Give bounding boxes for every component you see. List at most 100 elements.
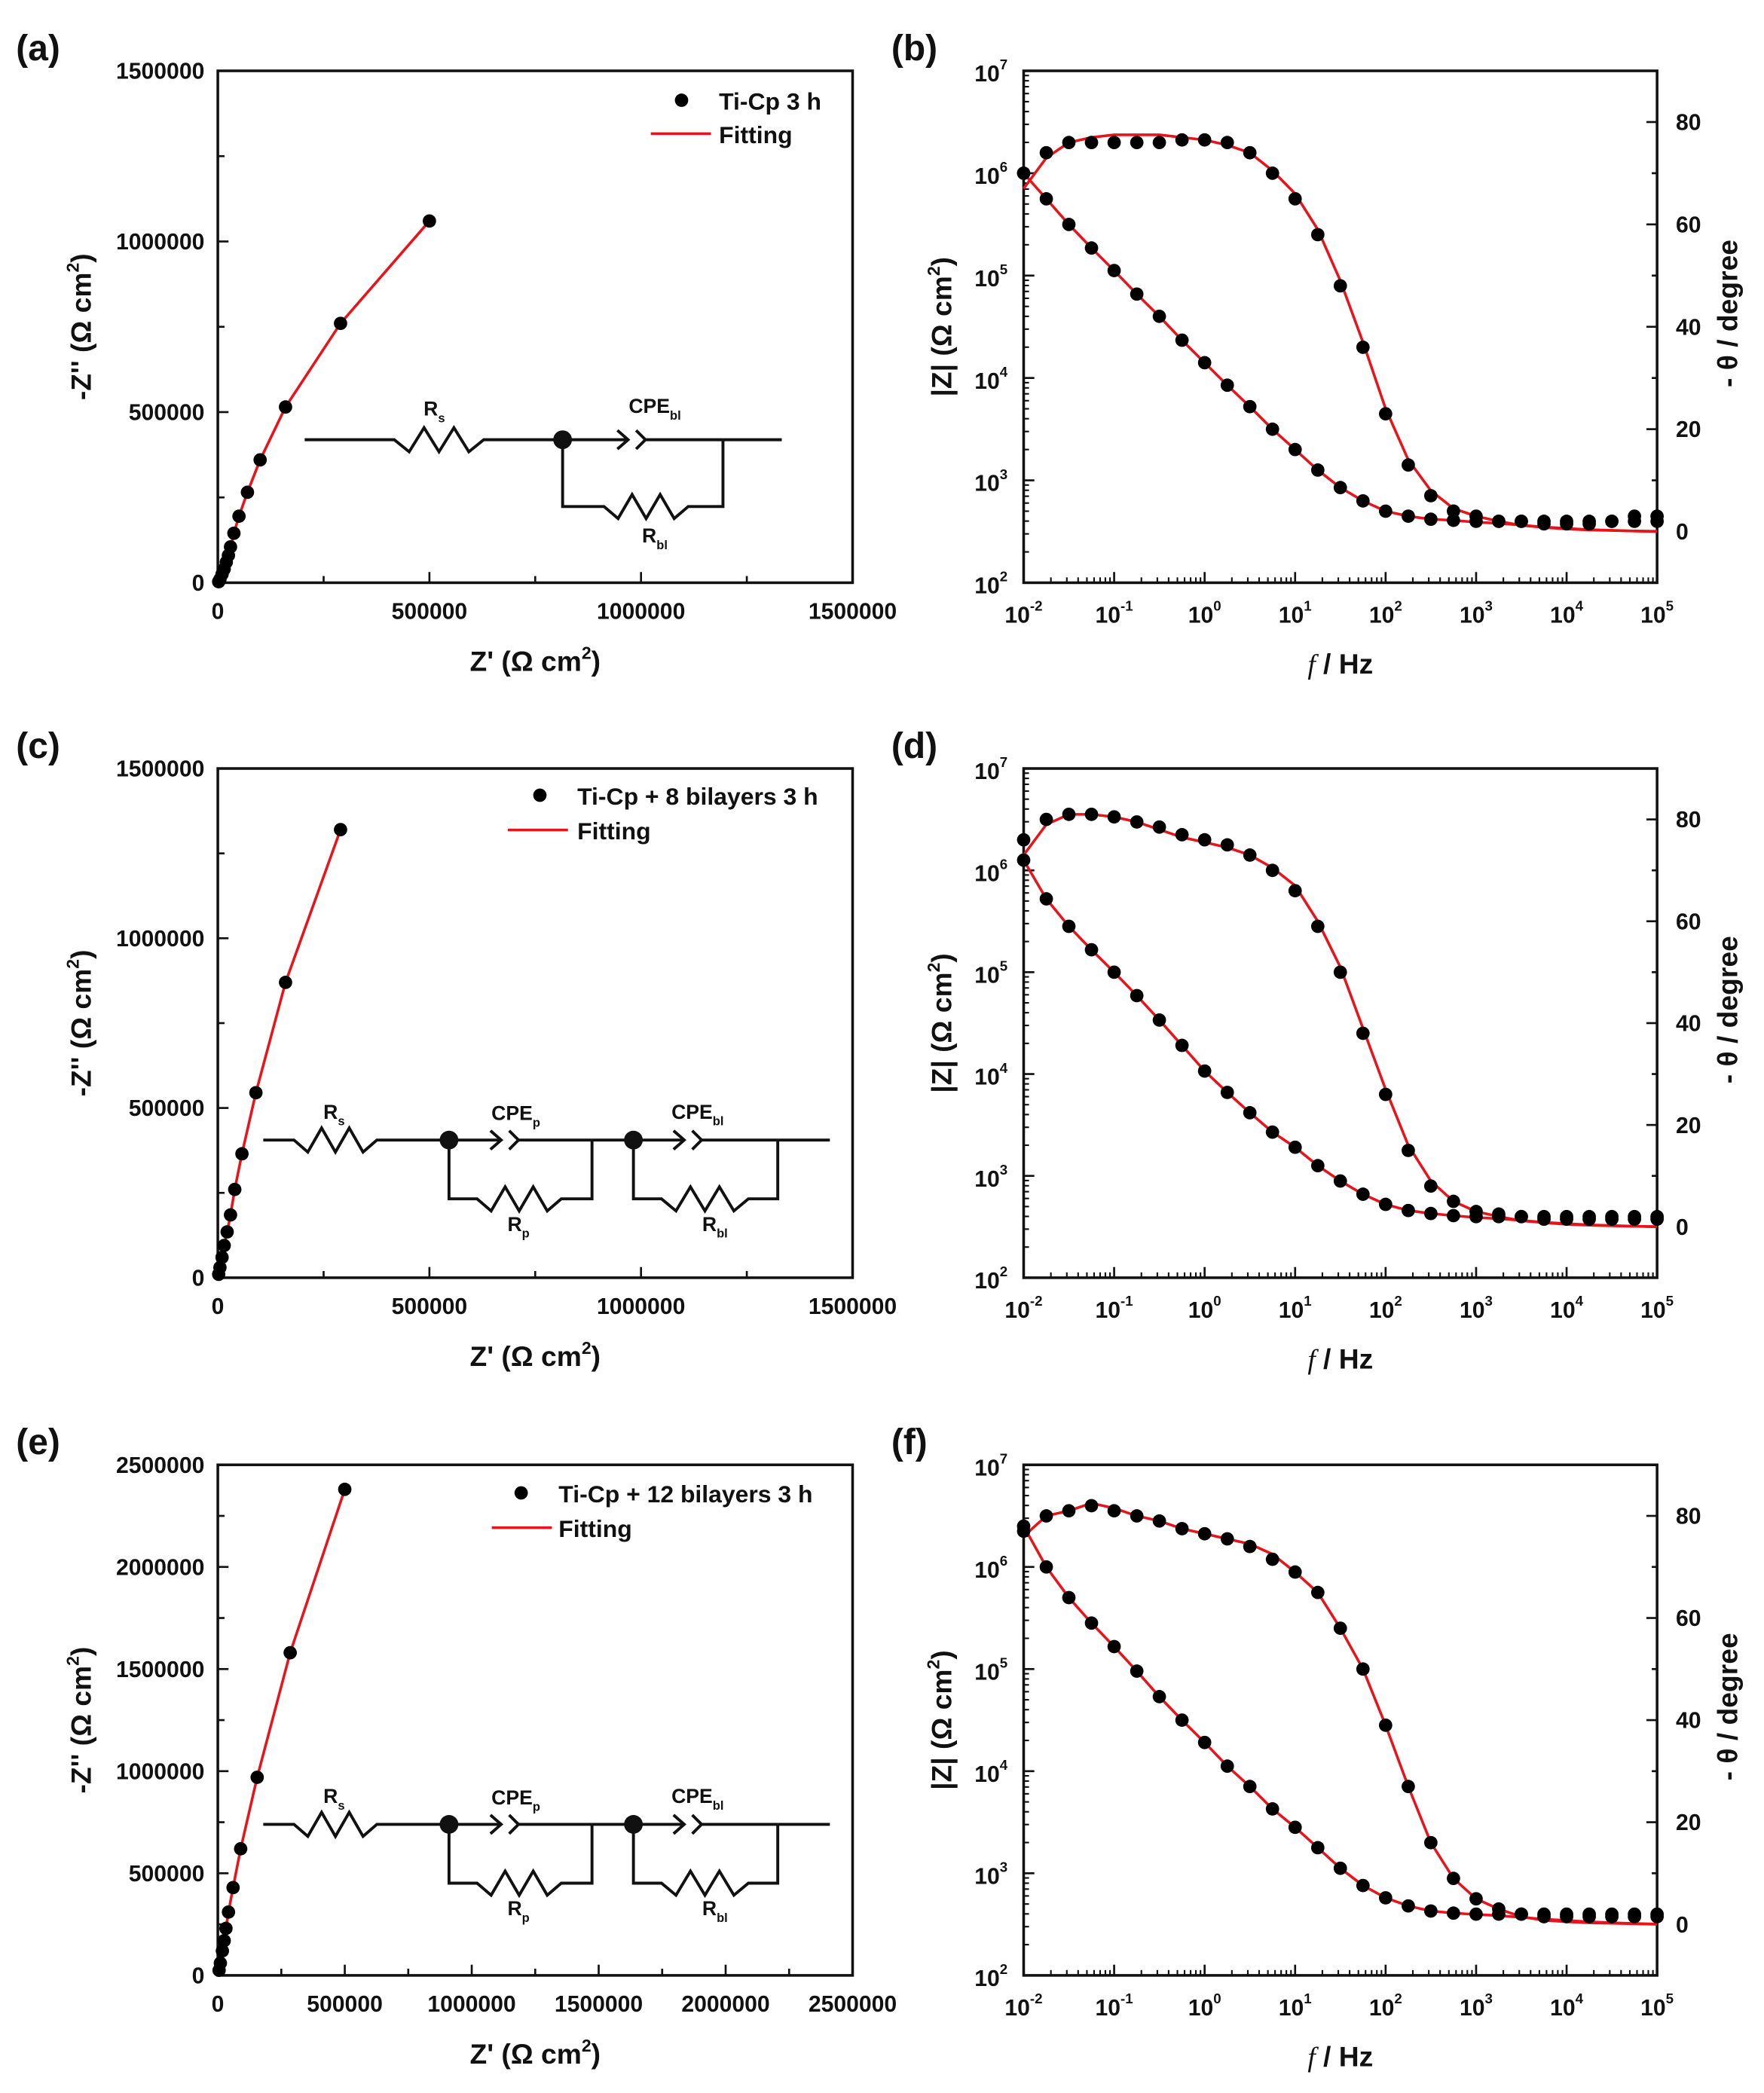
x-tick-label-part: 1 xyxy=(1304,1293,1311,1309)
x-tick-label-part: 10 xyxy=(1096,1996,1121,2021)
phase-data-point xyxy=(1039,812,1053,827)
equivalent-circuit xyxy=(263,1125,830,1215)
x-tick-label-part: 10 xyxy=(1004,603,1030,628)
cpe-plate-right xyxy=(691,1813,704,1835)
x-tick-label-part: 2 xyxy=(1394,598,1402,614)
phase-data-point xyxy=(1310,228,1325,242)
y-axis-label-part: -Z'' (Ω cm xyxy=(66,969,97,1097)
x-tick-label: 10-1 xyxy=(1096,598,1133,628)
x-axis-label-part: 2 xyxy=(582,1338,592,1358)
impedance-data-point xyxy=(1310,1841,1325,1855)
impedance-data-point xyxy=(1220,1086,1234,1099)
y-tick-label-right: 0 xyxy=(1676,1215,1689,1240)
x-tick-label: 105 xyxy=(1640,1293,1674,1323)
data-point xyxy=(240,485,255,500)
panel-f xyxy=(1017,1463,1664,1977)
phase-data-point xyxy=(1515,515,1528,528)
label-r-bl-part: bl xyxy=(717,1227,728,1241)
impedance-data-point xyxy=(1447,513,1460,527)
phase-data-point xyxy=(1423,1835,1438,1850)
x-tick-label-part: 0 xyxy=(1213,598,1221,614)
impedance-data-point xyxy=(1107,1639,1121,1654)
x-tick-label: 10-2 xyxy=(1004,1991,1042,2021)
impedance-data-point xyxy=(1378,1197,1393,1211)
x-tick-label: 2000000 xyxy=(681,1992,769,2017)
y-tick-label: 1500000 xyxy=(116,757,204,782)
impedance-data-point xyxy=(1130,1664,1144,1678)
y-tick-label-left-part: 10 xyxy=(974,164,1000,189)
data-point xyxy=(279,976,292,989)
x-tick-label-part: 1 xyxy=(1304,598,1311,614)
x-tick-label-part: 10 xyxy=(1369,1298,1395,1323)
x-tick-label-part: 10 xyxy=(1369,1996,1395,2021)
label-rs-part: R xyxy=(323,1101,338,1123)
y-tick-label-left-part: 4 xyxy=(1000,1060,1008,1076)
impedance-data-point xyxy=(1152,1690,1166,1703)
label-r-p-part: R xyxy=(507,1897,521,1920)
y-tick-label-left-part: 10 xyxy=(974,1966,1000,1991)
x-tick-label: 1000000 xyxy=(597,1294,685,1319)
y-tick-label-left-part: 3 xyxy=(1000,466,1007,482)
y-tick-label: 0 xyxy=(192,571,205,596)
y-axis-label-left-part: |Z| (Ω cm xyxy=(926,276,958,396)
y-tick-label-left-part: 10 xyxy=(974,472,1000,497)
phase-data-point xyxy=(1402,1144,1415,1157)
panel-label: (e) xyxy=(16,1422,60,1462)
data-point xyxy=(338,1482,352,1496)
x-tick-label-part: 1000000 xyxy=(597,1294,685,1319)
y-tick-label-left: 104 xyxy=(974,364,1008,394)
label-cpe-p: CPEp xyxy=(491,1102,540,1130)
y-tick-label-left-part: 7 xyxy=(1000,57,1007,72)
impedance-data-point xyxy=(1197,356,1212,370)
y-tick-label-left-part: 2 xyxy=(1000,1961,1007,1977)
panel-label: (c) xyxy=(16,726,60,766)
y-tick-label-part: 1500000 xyxy=(116,60,204,84)
y-tick-label-part: 500000 xyxy=(129,401,205,426)
y-axis-label-part: -Z'' (Ω cm xyxy=(66,273,97,401)
y-tick-label-left-part: 10 xyxy=(974,267,1000,292)
impedance-data-point xyxy=(1356,1187,1370,1201)
x-tick-label: 104 xyxy=(1550,1991,1584,2021)
plot-frame xyxy=(1022,69,1659,585)
phase-data-point xyxy=(1220,838,1234,852)
y-tick-label: 2500000 xyxy=(116,1453,204,1478)
label-cpe-bl-part: bl xyxy=(713,1799,724,1813)
phase-data-point xyxy=(1062,807,1076,821)
x-tick-label-part: 1 xyxy=(1304,1991,1311,2006)
phase-data-point xyxy=(1107,136,1121,150)
phase-data-point xyxy=(1356,341,1370,354)
legend-label-data-part: Ti-Cp + 8 bilayers 3 h xyxy=(577,783,818,810)
phase-data-point xyxy=(1039,1509,1053,1523)
impedance-data-point xyxy=(1084,1616,1099,1630)
phase-data-point xyxy=(1423,1179,1438,1193)
phase-data-point xyxy=(1560,1212,1573,1227)
phase-fit-line xyxy=(1023,133,1658,533)
impedance-data-point xyxy=(1175,333,1189,347)
y-axis-label-left-part: 2 xyxy=(924,963,943,973)
phase-data-point xyxy=(1447,1194,1460,1208)
data-point xyxy=(334,316,347,331)
phase-data-point xyxy=(1378,1718,1393,1732)
x-tick-label-part: 3 xyxy=(1485,1991,1493,2006)
phase-data-point xyxy=(1175,1522,1189,1535)
y-tick-label-left: 106 xyxy=(974,1553,1007,1583)
phase-data-point xyxy=(1560,517,1573,531)
legend-marker xyxy=(533,788,547,802)
phase-fit-line xyxy=(1023,813,1658,1229)
label-rs: Rs xyxy=(323,1101,344,1129)
y-tick-label-right-part: 20 xyxy=(1676,1114,1701,1138)
label-r-p: Rp xyxy=(507,1213,529,1241)
phase-data-point xyxy=(1469,509,1483,523)
phase-data-point xyxy=(1402,1780,1415,1794)
label-r-p-part: p xyxy=(522,1911,530,1925)
equivalent-circuit xyxy=(263,1809,830,1899)
data-point xyxy=(217,1239,231,1252)
y-tick-label-left-part: 4 xyxy=(1000,1757,1008,1773)
impedance-data-point xyxy=(1152,1013,1166,1027)
panel-label: (b) xyxy=(891,29,937,69)
label-r-bl: Rbl xyxy=(702,1897,728,1925)
y-tick-label-right-part: 20 xyxy=(1676,1810,1701,1835)
impedance-fit-line xyxy=(1022,859,1658,1228)
phase-data-point xyxy=(1017,167,1031,180)
impedance-data-point xyxy=(1402,1899,1415,1913)
